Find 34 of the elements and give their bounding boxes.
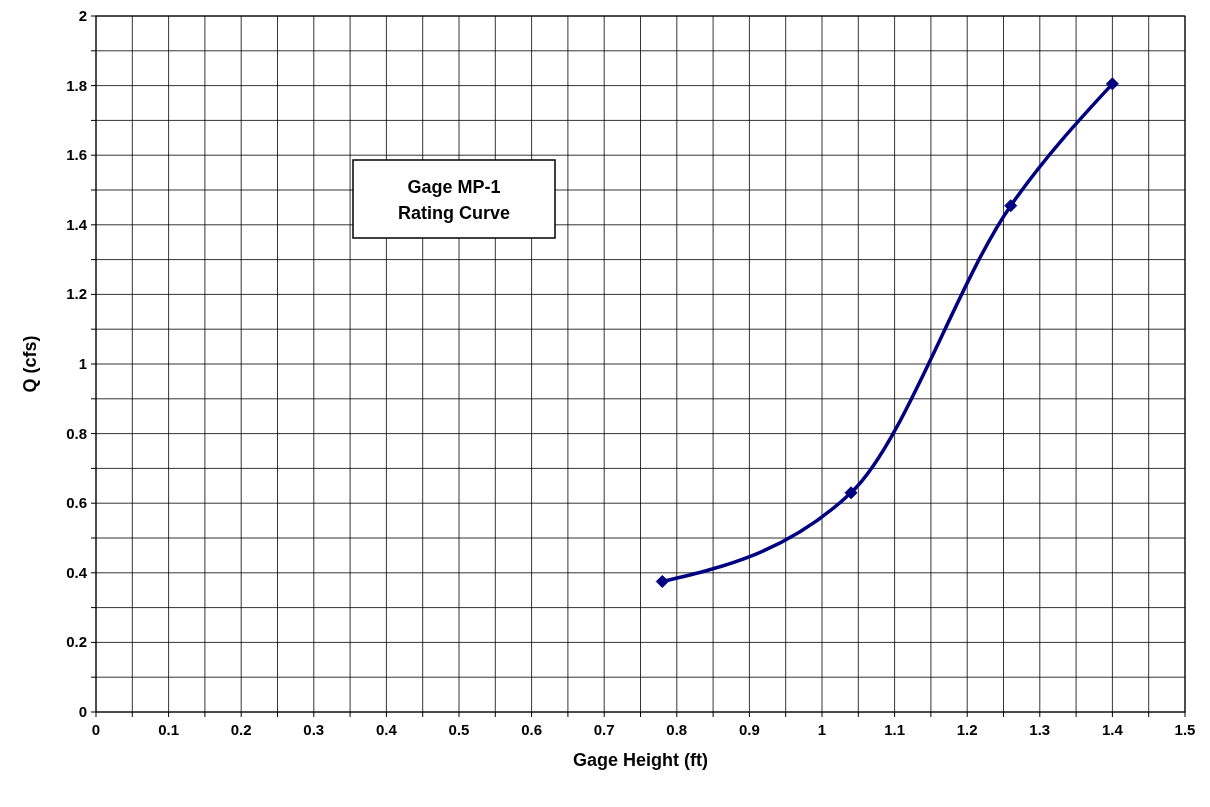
x-tick-label: 1	[817, 721, 827, 738]
x-tick-label: 1.5	[1174, 721, 1196, 738]
x-tick-label: 1.2	[956, 721, 978, 738]
y-tick-label: 0.6	[66, 494, 87, 512]
x-tick-label: 0	[91, 721, 101, 738]
x-axis-title: Gage Height (ft)	[573, 750, 708, 770]
y-tick-label: 1.8	[66, 76, 87, 94]
y-tick-label: 0	[78, 703, 87, 720]
x-tick-label: 0.9	[738, 721, 760, 738]
y-tick-label: 1.4	[66, 215, 88, 233]
x-tick-label: 0.4	[375, 721, 398, 738]
y-tick-label: 1.6	[66, 146, 87, 164]
x-tick-label: 0.1	[158, 721, 180, 738]
x-tick-label: 0.8	[666, 721, 688, 738]
y-tick-label: 0.8	[66, 424, 87, 442]
y-axis-title: Q (cfs)	[20, 335, 40, 393]
x-tick-label: 0.3	[303, 721, 325, 738]
point	[1004, 199, 1018, 213]
y-tick-label: 0.2	[66, 633, 87, 651]
y-tick-label: 0.4	[66, 563, 88, 581]
x-tick-label: 0.5	[448, 721, 470, 738]
x-tick-label: 0.7	[593, 721, 615, 738]
x-tick-label: 0.6	[521, 721, 543, 738]
point	[844, 486, 858, 500]
y-tick-label: 2	[78, 7, 87, 24]
x-tick-label: 1.3	[1029, 721, 1051, 738]
x-tick-label: 0.2	[230, 721, 252, 738]
text: Gage MP-1 Rating Curve	[397, 177, 511, 223]
point	[1105, 77, 1119, 91]
x-tick-label: 1.4	[1101, 721, 1124, 738]
y-tick-label: 1.2	[66, 285, 87, 303]
y-tick-label: 1	[78, 355, 87, 372]
x-tick-label: 1.1	[884, 721, 906, 738]
point	[655, 575, 669, 588]
